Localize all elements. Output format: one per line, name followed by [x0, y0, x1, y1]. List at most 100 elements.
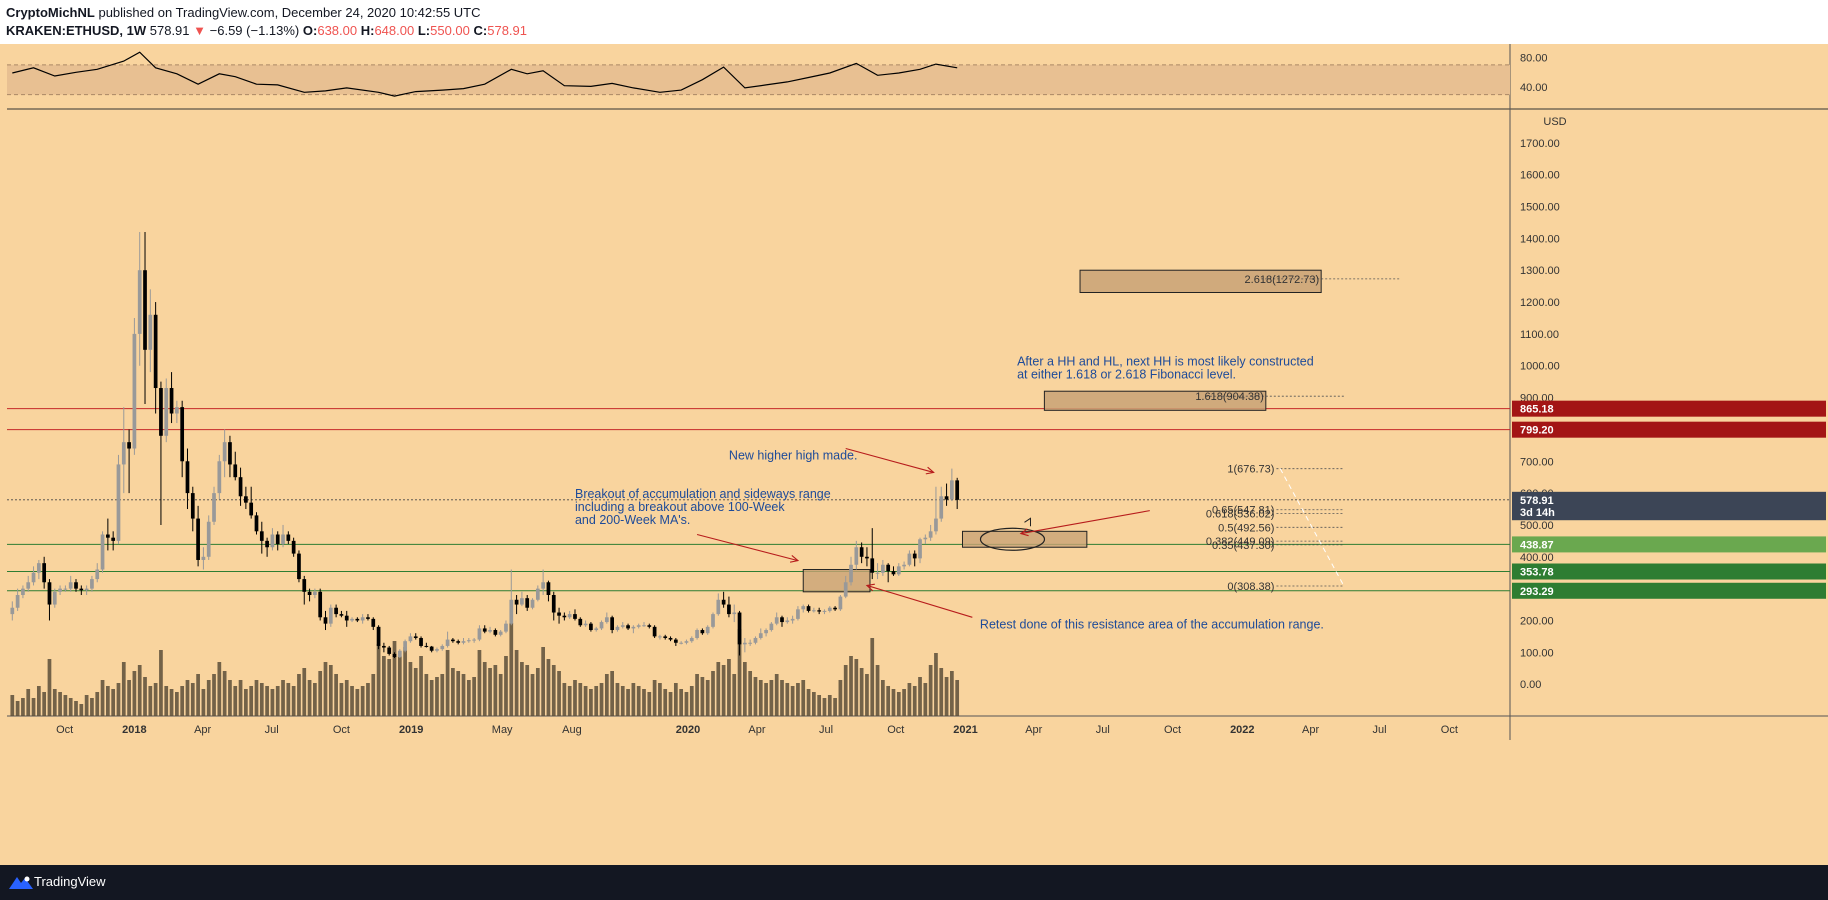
candle-body	[573, 614, 577, 619]
volume-bar	[907, 683, 912, 716]
volume-bar	[429, 680, 434, 716]
x-tick-label: 2018	[122, 724, 146, 736]
low-value: 550.00	[430, 23, 470, 38]
volume-bar	[58, 692, 62, 716]
volume-bar	[408, 662, 413, 716]
volume-bar	[573, 680, 577, 716]
volume-bar	[116, 683, 121, 716]
candle-body	[435, 649, 439, 651]
x-tick-label: Jul	[1096, 724, 1110, 736]
fib-extension-label: 1.618(904.38)	[1195, 391, 1264, 403]
x-tick-label: Jul	[819, 724, 833, 736]
volume-bar	[493, 665, 498, 716]
candle-body	[896, 566, 901, 575]
volume-bar	[185, 680, 190, 716]
fib-level-label: 0.35(437.30)	[1212, 540, 1274, 552]
candle-body	[63, 588, 68, 590]
price-tag	[1512, 536, 1826, 553]
candle-body	[249, 502, 254, 516]
volume-bar	[705, 680, 710, 716]
volume-bar	[774, 674, 779, 716]
volume-bar	[562, 683, 567, 716]
volume-bar	[780, 680, 784, 716]
arrow-zone-head	[1019, 528, 1029, 537]
candle-body	[907, 553, 912, 565]
candle-body	[912, 553, 917, 559]
volume-bar	[865, 674, 869, 716]
candle-body	[886, 564, 891, 572]
volume-bar	[169, 689, 174, 716]
candle-body	[472, 639, 476, 641]
volume-bar	[286, 683, 291, 716]
volume-bar	[228, 680, 232, 716]
fib-trend-line	[1279, 468, 1345, 587]
fib-level-label: 0(308.38)	[1227, 581, 1274, 593]
candle-body	[811, 610, 816, 612]
candle-body	[891, 571, 896, 575]
volume-bar	[164, 686, 169, 716]
footer-brand[interactable]: TradingView	[34, 874, 106, 889]
x-tick-label: Oct	[333, 724, 350, 736]
candle-body	[934, 518, 938, 532]
price-chart[interactable]: 80.00 40.00 USD 1700.00 1600.00 1500.00 1400.0…	[0, 44, 1828, 865]
volume-bar	[403, 647, 407, 716]
candle-body	[647, 625, 652, 627]
candle-body	[849, 564, 853, 583]
candle-body	[259, 531, 264, 541]
close-value: 578.91	[487, 23, 527, 38]
volume-bar	[100, 680, 105, 716]
high-value: 648.00	[374, 23, 415, 38]
candle-body	[875, 572, 880, 574]
volume-bar	[891, 689, 896, 716]
candle-body	[302, 579, 307, 592]
candle-body	[589, 623, 593, 631]
volume-bar	[636, 686, 641, 716]
candle-body	[180, 407, 185, 462]
x-tick-label: Jul	[265, 724, 279, 736]
volume-bar	[615, 683, 620, 716]
volume-bar	[944, 677, 949, 716]
volume-bar	[923, 683, 928, 716]
candle-body	[700, 630, 705, 634]
candle-body	[488, 630, 492, 632]
fib-extension-label: 2.618(1272.73)	[1245, 274, 1320, 286]
candle-body	[673, 639, 678, 643]
candle-body	[100, 534, 105, 570]
candle-body	[822, 610, 827, 612]
rsi-line	[12, 51, 958, 97]
candle-body	[132, 333, 137, 449]
volume-bar	[175, 692, 179, 716]
volume-bar	[567, 686, 572, 716]
candle-body	[265, 540, 269, 548]
candle-body	[68, 582, 73, 589]
volume-bar	[541, 647, 545, 716]
high-label: H:	[360, 23, 375, 38]
candle-body	[445, 639, 450, 646]
arrow-breakout	[696, 533, 799, 562]
candle-body	[222, 442, 227, 462]
volume-bar	[482, 662, 487, 716]
volume-bar	[63, 695, 68, 716]
volume-bar	[52, 689, 57, 716]
candle-body	[827, 607, 832, 611]
symbol-name: KRAKEN:ETHUSD, 1W	[6, 23, 147, 38]
volume-bar	[758, 680, 763, 716]
volume-bar	[323, 662, 328, 716]
annotation-text: at either 1.618 or 2.618 Fibonacci level…	[1017, 368, 1236, 382]
candle-body	[695, 630, 699, 638]
volume-bar	[206, 680, 211, 716]
annotation-text: New higher high made.	[729, 449, 858, 463]
volume-bar	[265, 686, 269, 716]
volume-bar	[392, 641, 397, 716]
volume-bar	[318, 671, 323, 716]
tradingview-logo-icon[interactable]	[8, 874, 34, 890]
volume-bar	[557, 671, 561, 716]
volume-bar	[10, 695, 15, 716]
candle-body	[190, 493, 195, 519]
author-name[interactable]: CryptoMichNL	[6, 5, 95, 20]
candle-body	[955, 480, 960, 500]
volume-bar	[419, 656, 423, 716]
x-tick-label: Oct	[56, 724, 73, 736]
volume-bar	[445, 650, 450, 716]
candle-body	[382, 645, 386, 648]
